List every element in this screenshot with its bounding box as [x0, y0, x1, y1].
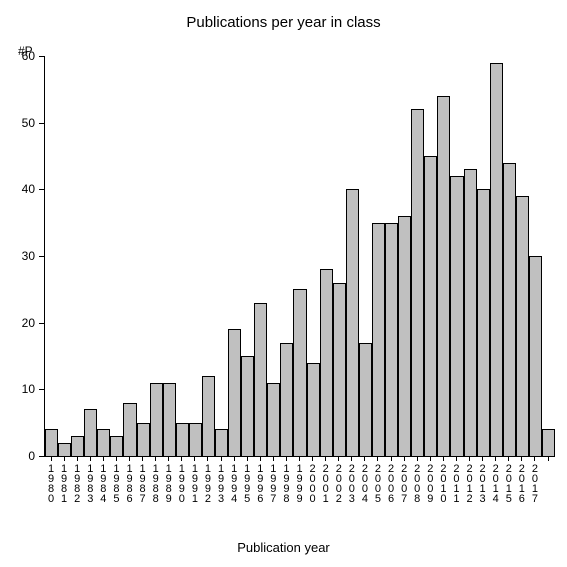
bar [58, 443, 71, 456]
x-tick-label: 2000 [307, 463, 318, 503]
bar [477, 189, 490, 456]
x-tick-label: 2005 [372, 463, 383, 503]
x-tick-label: 1980 [45, 463, 56, 503]
bar [176, 423, 189, 456]
x-tick-label: 1989 [163, 463, 174, 503]
bar [307, 363, 320, 456]
bar [424, 156, 437, 456]
x-tick-label: 1987 [137, 463, 148, 503]
bar [280, 343, 293, 456]
x-tick-label: 1988 [150, 463, 161, 503]
x-tick-label: 2008 [411, 463, 422, 503]
bar [490, 63, 503, 456]
bar [137, 423, 150, 456]
x-tick-label: 1990 [176, 463, 187, 503]
bar [293, 289, 306, 456]
y-tick [39, 323, 45, 324]
x-tick-label: 2011 [450, 463, 461, 503]
bar-chart: Publications per year in class #P 010203… [0, 0, 567, 567]
bar [372, 223, 385, 456]
x-tick-label: 1994 [228, 463, 239, 503]
x-tick-label: 1981 [58, 463, 69, 503]
x-tick-label: 2006 [385, 463, 396, 503]
x-tick-label: 2010 [437, 463, 448, 503]
y-tick [39, 456, 45, 457]
bar [398, 216, 411, 456]
bar [84, 409, 97, 456]
x-axis-label: Publication year [0, 540, 567, 555]
y-tick-label: 0 [28, 449, 35, 463]
y-tick-label: 30 [22, 249, 35, 263]
bar [254, 303, 267, 456]
x-tick-label: 1991 [189, 463, 200, 503]
x-tick-label: 1997 [267, 463, 278, 503]
x-tick-label: 1984 [97, 463, 108, 503]
x-tick-label: 1998 [280, 463, 291, 503]
bar [450, 176, 463, 456]
y-tick [39, 256, 45, 257]
bar [97, 429, 110, 456]
x-tick-label: 1999 [294, 463, 305, 503]
chart-title: Publications per year in class [0, 14, 567, 31]
bar [71, 436, 84, 456]
y-tick [39, 189, 45, 190]
x-tick-label: 2016 [516, 463, 527, 503]
x-tick-label: 2002 [333, 463, 344, 503]
x-tick-label: 2001 [320, 463, 331, 503]
bar [503, 163, 516, 456]
x-tick-label: 2017 [529, 463, 540, 503]
bar [215, 429, 228, 456]
y-tick [39, 123, 45, 124]
bar [542, 429, 555, 456]
bar [333, 283, 346, 456]
x-tick-label: 2012 [464, 463, 475, 503]
x-tick-label: 1982 [71, 463, 82, 503]
plot-area: 0102030405060 [44, 56, 555, 457]
bar [163, 383, 176, 456]
bar [516, 196, 529, 456]
bar [529, 256, 542, 456]
bar [150, 383, 163, 456]
x-tick-label: 2013 [477, 463, 488, 503]
bar [123, 403, 136, 456]
bar [228, 329, 241, 456]
y-tick-label: 50 [22, 116, 35, 130]
x-tick-label: 2015 [503, 463, 514, 503]
bar [267, 383, 280, 456]
x-tick-label: 2003 [346, 463, 357, 503]
x-tick-label: 1983 [84, 463, 95, 503]
y-tick-label: 20 [22, 316, 35, 330]
y-tick [39, 56, 45, 57]
bar [437, 96, 450, 456]
bar [411, 109, 424, 456]
bar [189, 423, 202, 456]
bar [202, 376, 215, 456]
y-tick-label: 60 [22, 49, 35, 63]
y-tick-label: 40 [22, 182, 35, 196]
bars-container [45, 56, 555, 456]
x-tick-label: 2007 [398, 463, 409, 503]
bar [45, 429, 58, 456]
bar [385, 223, 398, 456]
bar [464, 169, 477, 456]
x-tick-label: 1992 [202, 463, 213, 503]
x-tick-label: 2004 [359, 463, 370, 503]
x-tick-label: 2009 [424, 463, 435, 503]
x-tick-label: 1993 [215, 463, 226, 503]
x-tick-label: 1986 [124, 463, 135, 503]
bar [110, 436, 123, 456]
x-tick-label: 1995 [241, 463, 252, 503]
x-tick-label: 1985 [110, 463, 121, 503]
y-tick [39, 389, 45, 390]
y-tick-label: 10 [22, 382, 35, 396]
bar [241, 356, 254, 456]
bar [359, 343, 372, 456]
bar [320, 269, 333, 456]
bar [346, 189, 359, 456]
x-tick-label: 2014 [490, 463, 501, 503]
x-tick-label: 1996 [254, 463, 265, 503]
